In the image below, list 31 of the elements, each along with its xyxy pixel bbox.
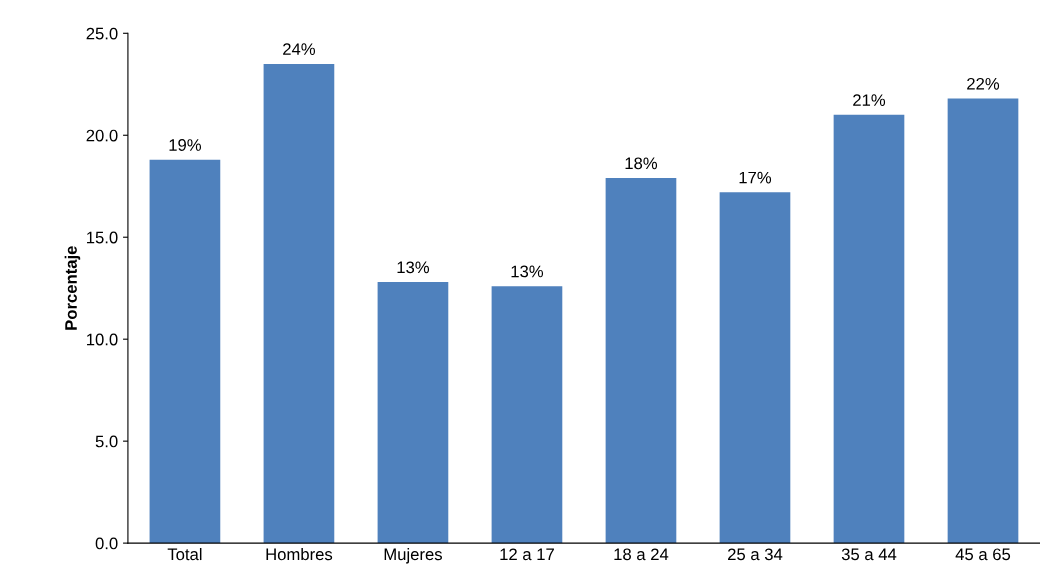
x-tick-label: 25 a 34 (728, 548, 783, 561)
bar (719, 192, 791, 544)
x-tick-label: Hombres (266, 547, 333, 561)
bar (947, 98, 1019, 544)
y-tick-label: 15.0 (87, 231, 118, 244)
bar (263, 63, 335, 544)
data-label: 17% (739, 171, 772, 184)
y-tick-label: 10.0 (87, 333, 118, 346)
y-axis-title: Porcentaje (64, 246, 81, 330)
x-tick-label: 45 a 65 (955, 548, 1011, 561)
y-tick-label: 0.0 (95, 537, 118, 550)
x-tick-label: 18 a 24 (614, 548, 669, 561)
data-label: 13% (397, 261, 430, 274)
y-tick-label: 5.0 (95, 435, 118, 448)
data-label: 24% (283, 43, 316, 55)
data-label: 19% (169, 139, 202, 151)
x-tick-label: Mujeres (384, 547, 442, 564)
x-tick-label: Total (167, 547, 202, 561)
x-tick-label: 12 a 17 (500, 548, 554, 561)
data-label: 22% (967, 77, 1000, 90)
bar (605, 178, 677, 544)
data-label: 13% (511, 265, 544, 278)
bar (491, 286, 563, 544)
bar (149, 159, 221, 544)
y-tick-label: 20.0 (86, 129, 118, 142)
bar (833, 114, 905, 544)
data-label: 21% (853, 94, 886, 106)
bar (377, 282, 449, 544)
x-tick-label: 35 a 44 (841, 548, 897, 561)
y-tick-label: 25.0 (86, 27, 118, 40)
data-label: 18% (625, 157, 658, 170)
